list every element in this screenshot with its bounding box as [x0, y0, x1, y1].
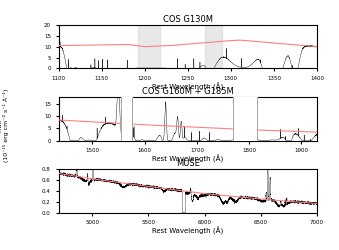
Bar: [138, 25, 160, 68]
Bar: [121, 97, 132, 141]
X-axis label: Rest Wavelength (Å): Rest Wavelength (Å): [152, 82, 223, 91]
Text: Flux
(10⁻¹⁵ erg cm⁻² s⁻¹ Å⁻¹): Flux (10⁻¹⁵ erg cm⁻² s⁻¹ Å⁻¹): [0, 88, 9, 162]
X-axis label: Rest Wavelength (Å): Rest Wavelength (Å): [152, 227, 223, 235]
Title: COS G130M: COS G130M: [163, 15, 213, 24]
Bar: [205, 25, 222, 68]
Title: MUSE: MUSE: [176, 159, 200, 168]
Bar: [234, 97, 257, 141]
Title: COS G160M + G185M: COS G160M + G185M: [142, 87, 234, 96]
X-axis label: Rest Wavelength (Å): Rest Wavelength (Å): [152, 155, 223, 163]
